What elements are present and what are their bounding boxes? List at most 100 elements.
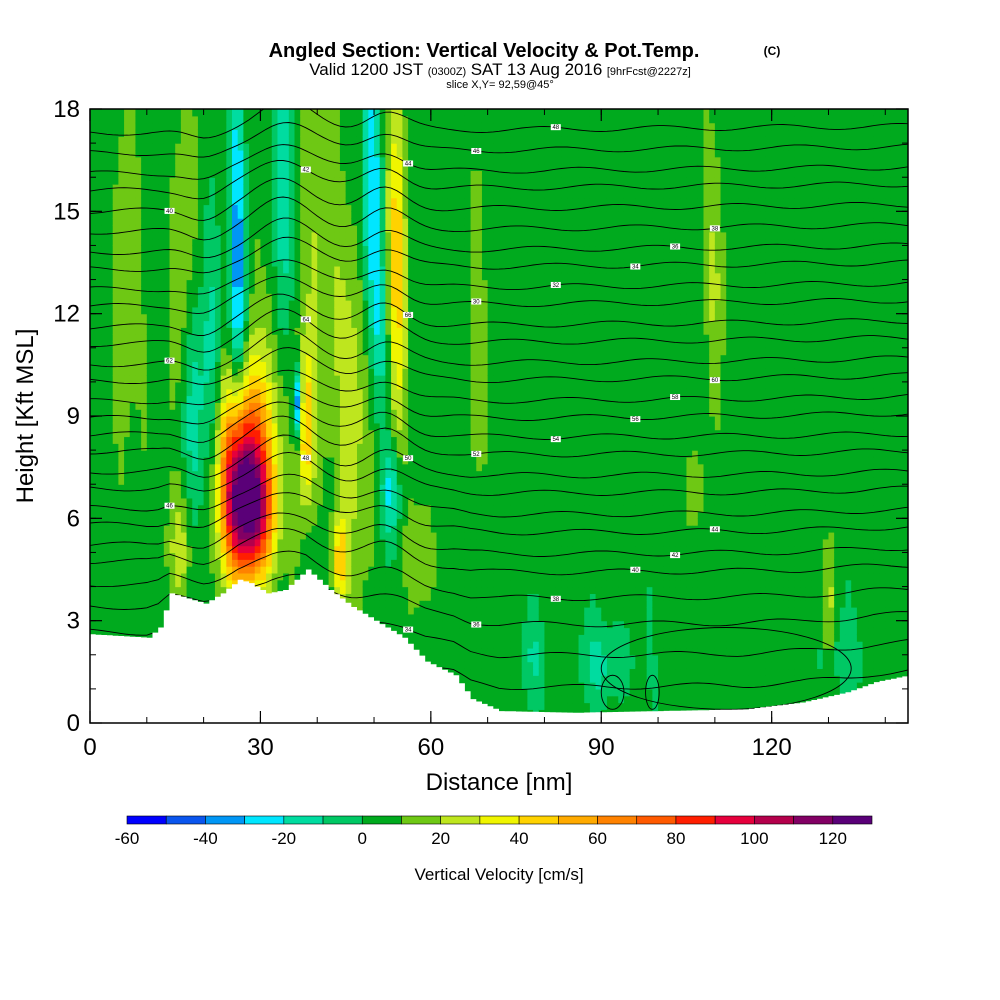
velocity-cell	[203, 334, 210, 342]
velocity-cell	[300, 375, 307, 383]
velocity-cell	[271, 395, 279, 403]
velocity-cell	[385, 607, 392, 615]
velocity-cell	[266, 279, 273, 287]
velocity-cell	[186, 149, 193, 158]
velocity-cell	[186, 279, 193, 287]
velocity-cell	[266, 224, 273, 233]
velocity-cell	[379, 572, 386, 581]
velocity-cell	[277, 218, 284, 226]
velocity-cell	[385, 115, 392, 124]
velocity-cell	[90, 552, 97, 560]
velocity-cell	[283, 572, 290, 581]
velocity-cell	[180, 368, 188, 376]
velocity-cell	[288, 272, 296, 281]
velocity-cell	[396, 347, 404, 356]
velocity-cell	[237, 306, 244, 315]
velocity-cell	[249, 340, 256, 349]
velocity-cell	[249, 518, 256, 526]
velocity-cell	[288, 259, 296, 267]
velocity-cell	[232, 238, 239, 247]
velocity-cell	[243, 518, 250, 526]
velocity-cell	[254, 497, 262, 506]
velocity-cell	[197, 293, 205, 301]
velocity-cell	[90, 149, 97, 158]
velocity-cell	[112, 613, 119, 622]
velocity-cell	[101, 409, 108, 417]
velocity-cell	[277, 525, 284, 533]
velocity-cell	[146, 531, 154, 540]
velocity-cell	[232, 136, 239, 144]
velocity-cell	[186, 340, 193, 349]
velocity-cell	[374, 320, 381, 328]
velocity-cell	[345, 566, 352, 574]
velocity-cell	[254, 416, 262, 424]
velocity-cell	[226, 109, 233, 117]
velocity-cell	[294, 149, 301, 158]
velocity-cell	[163, 184, 171, 192]
velocity-cell	[158, 409, 165, 417]
velocity-cell	[95, 525, 102, 533]
velocity-cell	[351, 552, 358, 560]
velocity-cell	[271, 538, 279, 547]
velocity-cell	[118, 231, 125, 240]
velocity-cell	[101, 607, 108, 615]
velocity-cell	[339, 477, 347, 485]
velocity-cell	[402, 559, 409, 567]
velocity-cell	[271, 245, 279, 253]
velocity-cell	[118, 252, 125, 260]
velocity-cell	[339, 300, 347, 308]
velocity-cell	[209, 545, 216, 554]
velocity-cell	[90, 238, 97, 247]
velocity-cell	[254, 566, 262, 574]
velocity-cell	[118, 334, 125, 342]
velocity-cell	[368, 156, 375, 165]
velocity-cell	[305, 511, 313, 519]
velocity-cell	[90, 340, 97, 349]
velocity-cell	[118, 416, 125, 424]
velocity-cell	[374, 306, 381, 315]
velocity-cell	[379, 245, 386, 253]
velocity-cell	[90, 170, 97, 178]
velocity-cell	[339, 313, 347, 322]
velocity-cell	[197, 149, 205, 158]
velocity-cell	[118, 531, 125, 540]
velocity-cell	[345, 538, 352, 547]
velocity-cell	[163, 334, 171, 342]
velocity-cell	[220, 286, 227, 294]
velocity-cell	[305, 306, 313, 315]
velocity-cell	[311, 286, 318, 294]
velocity-cell	[124, 340, 131, 349]
velocity-cell	[391, 211, 398, 219]
velocity-cell	[152, 334, 159, 342]
velocity-cell	[152, 293, 159, 301]
velocity-cell	[192, 286, 199, 294]
velocity-cell	[146, 197, 154, 206]
velocity-cell	[351, 122, 358, 131]
velocity-cell	[368, 484, 375, 492]
velocity-cell	[368, 429, 375, 438]
velocity-cell	[175, 504, 182, 513]
velocity-cell	[203, 416, 210, 424]
velocity-cell	[266, 538, 273, 547]
velocity-cell	[391, 293, 398, 301]
velocity-cell	[351, 477, 358, 485]
velocity-cell	[101, 224, 108, 233]
velocity-cell	[112, 163, 119, 171]
velocity-cell	[175, 586, 182, 594]
velocity-cell	[266, 579, 273, 588]
velocity-cell	[294, 177, 301, 185]
velocity-cell	[226, 252, 233, 260]
velocity-cell	[254, 545, 262, 554]
velocity-cell	[249, 491, 256, 499]
velocity-cell	[209, 368, 216, 376]
velocity-cell	[260, 470, 267, 478]
velocity-cell	[391, 395, 398, 403]
velocity-cell	[152, 115, 159, 124]
velocity-cell	[101, 368, 108, 376]
velocity-cell	[112, 545, 119, 554]
velocity-cell	[317, 204, 324, 212]
velocity-cell	[311, 525, 318, 533]
velocity-cell	[112, 286, 119, 294]
velocity-cell	[317, 122, 324, 131]
velocity-cell	[146, 416, 154, 424]
